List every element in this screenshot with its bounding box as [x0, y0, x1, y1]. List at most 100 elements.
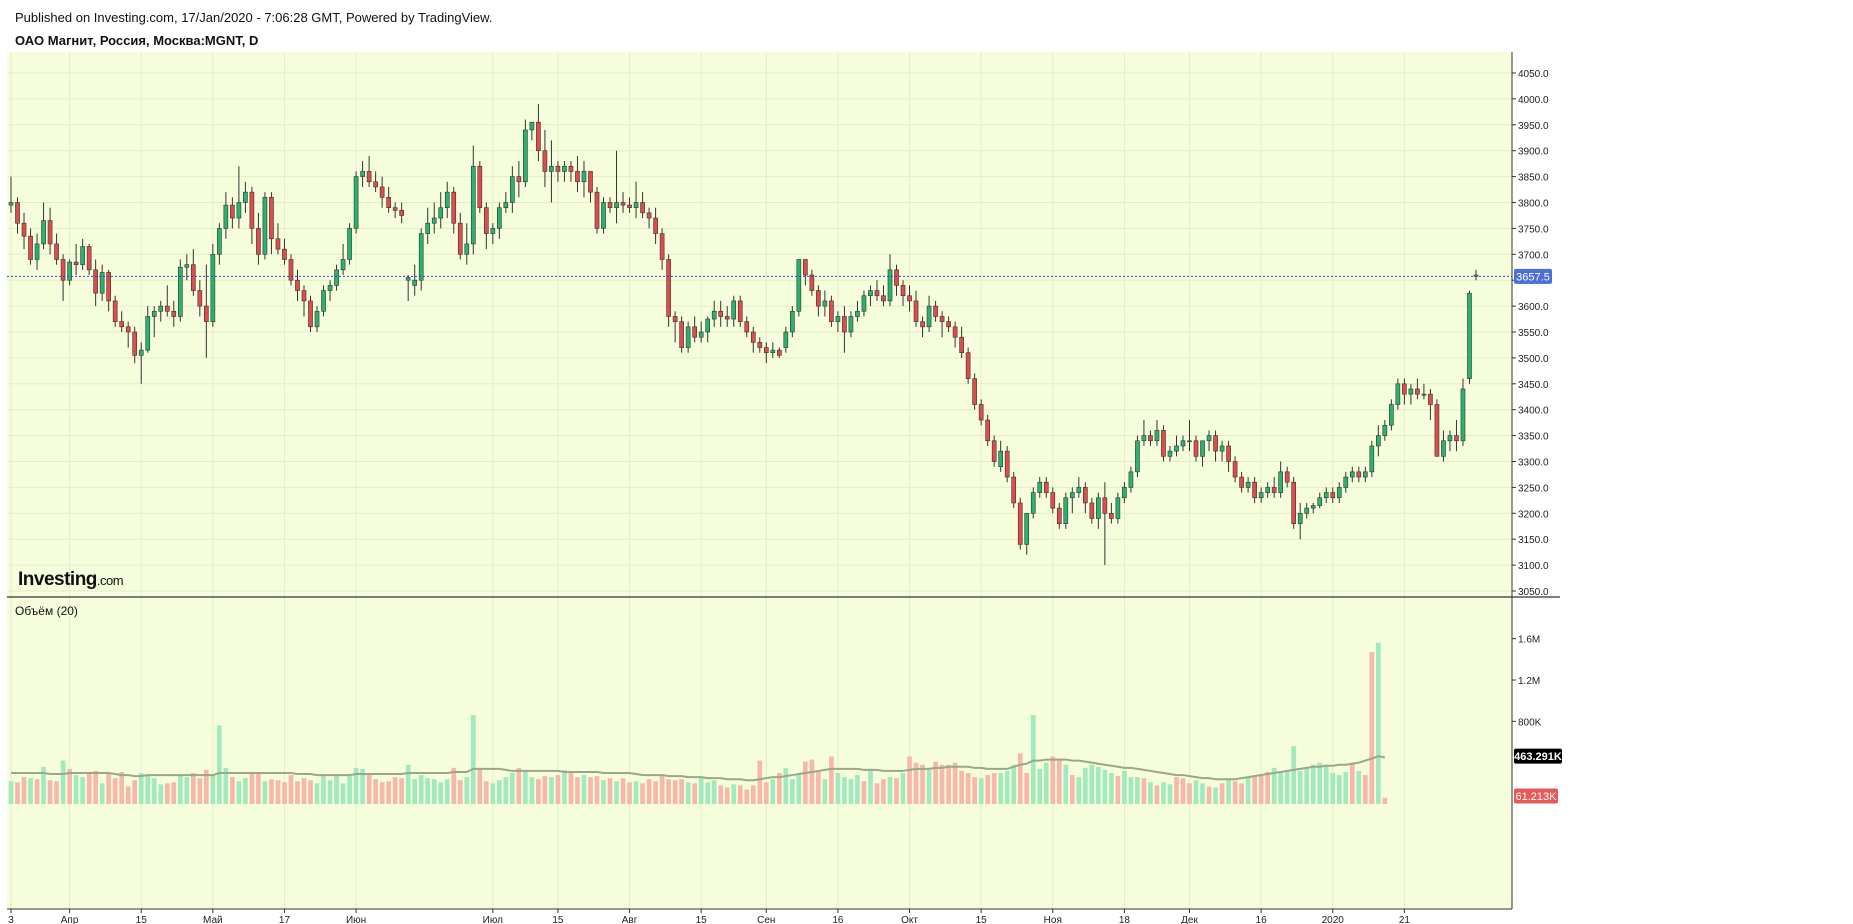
candle-body [946, 321, 951, 328]
candle [1297, 502, 1303, 540]
candle-body [523, 129, 528, 183]
candle-body [731, 300, 737, 320]
candle [145, 306, 151, 353]
volume-bar [373, 779, 378, 804]
candle [138, 342, 144, 384]
candle [151, 306, 157, 338]
candle-body [685, 326, 691, 348]
time-tick-label: Авг [622, 915, 638, 924]
volume-bar [731, 784, 737, 804]
candle-body [223, 204, 229, 229]
candle-body [438, 207, 444, 219]
volume-bar [1069, 775, 1075, 804]
candle [1017, 497, 1023, 550]
volume-axis[interactable]: 1.6M 1.2M 800K [1512, 635, 1542, 729]
candle [249, 186, 255, 244]
volume-bar [685, 782, 691, 804]
candle [210, 243, 216, 327]
candle [1421, 383, 1427, 400]
candle [301, 285, 307, 317]
candle [1408, 383, 1414, 405]
volume-bar [347, 776, 352, 804]
candle [1441, 430, 1446, 462]
candle [575, 155, 580, 193]
candle-body [444, 191, 450, 208]
volume-bar [627, 782, 632, 804]
candle-body [1467, 292, 1472, 379]
candle-body [15, 202, 20, 224]
volume-bar [1349, 762, 1355, 804]
volume-bar [1063, 764, 1069, 804]
candle [744, 316, 750, 338]
candle [34, 233, 40, 270]
candle-body [386, 197, 391, 208]
volume-bar [217, 725, 222, 804]
candle-body [1161, 430, 1166, 457]
candle-body [939, 316, 945, 322]
candle [1148, 430, 1153, 446]
candle [243, 181, 248, 213]
volume-bar [106, 773, 112, 804]
candle [620, 192, 626, 213]
volume-bar [763, 782, 769, 804]
candle [1096, 492, 1101, 529]
volume-bar [47, 780, 53, 804]
candle-body [158, 305, 164, 312]
price-axis[interactable]: 4050.0 4000.0 3950.0 3900.0 3850.0 3800.0 3750… [1512, 69, 1549, 598]
candle-body [692, 326, 697, 338]
volume-bar [399, 778, 405, 804]
candle-body [633, 202, 639, 208]
candle [262, 192, 268, 260]
price-tick-label: 3800.0 [1518, 199, 1549, 210]
candle [816, 285, 821, 317]
volume-bar [594, 776, 600, 804]
candle [757, 337, 763, 353]
candle [60, 254, 66, 301]
price-chart[interactable]: 4050.0 4000.0 3950.0 3900.0 3850.0 3800.0 3750… [0, 52, 1853, 924]
volume-bar [672, 780, 678, 804]
candle-body [607, 202, 613, 208]
candle [99, 264, 105, 301]
candle [1122, 482, 1127, 503]
volume-bar [210, 775, 216, 804]
candle-body [360, 171, 365, 177]
candle [112, 295, 118, 327]
volume-bar [575, 777, 580, 804]
volume-bar [1030, 715, 1036, 804]
volume-bar [93, 770, 98, 804]
volume-bar [568, 773, 574, 804]
price-tick-label: 4050.0 [1518, 69, 1549, 80]
candle [190, 249, 196, 296]
candle-body [405, 277, 411, 281]
volume-bar [692, 783, 698, 804]
volume-bar [340, 783, 346, 804]
time-axis[interactable]: 3 Апр 15 Май 17 Июн Июл 15 Авг 15 Сен 16 Окт 15 Ноя 18 Д… [8, 909, 1410, 924]
candle [1187, 420, 1192, 452]
volume-bar [1213, 787, 1218, 804]
volume-bar [1148, 782, 1153, 804]
candle [1069, 487, 1075, 514]
candle [763, 342, 769, 364]
candle [1206, 430, 1212, 452]
candle-body [197, 290, 203, 307]
volume-bar [640, 783, 645, 804]
candle-body [972, 378, 977, 405]
volume-bar [542, 776, 548, 804]
time-tick-label: 18 [1119, 915, 1131, 924]
candle-body [1428, 393, 1433, 405]
volume-bar [177, 775, 183, 804]
price-tick-label: 3100.0 [1518, 561, 1549, 572]
candle-body [243, 191, 248, 203]
candle-body [204, 305, 209, 322]
candle-body [1219, 445, 1225, 452]
candle-body [1232, 461, 1238, 478]
candle-body [282, 248, 287, 260]
candle-body [1135, 440, 1140, 473]
candle [21, 212, 27, 250]
candle [1076, 477, 1082, 498]
candle-body [1213, 435, 1218, 452]
candle [464, 223, 470, 265]
candle [490, 223, 496, 244]
candle [920, 316, 925, 338]
volume-bar [1004, 770, 1010, 804]
